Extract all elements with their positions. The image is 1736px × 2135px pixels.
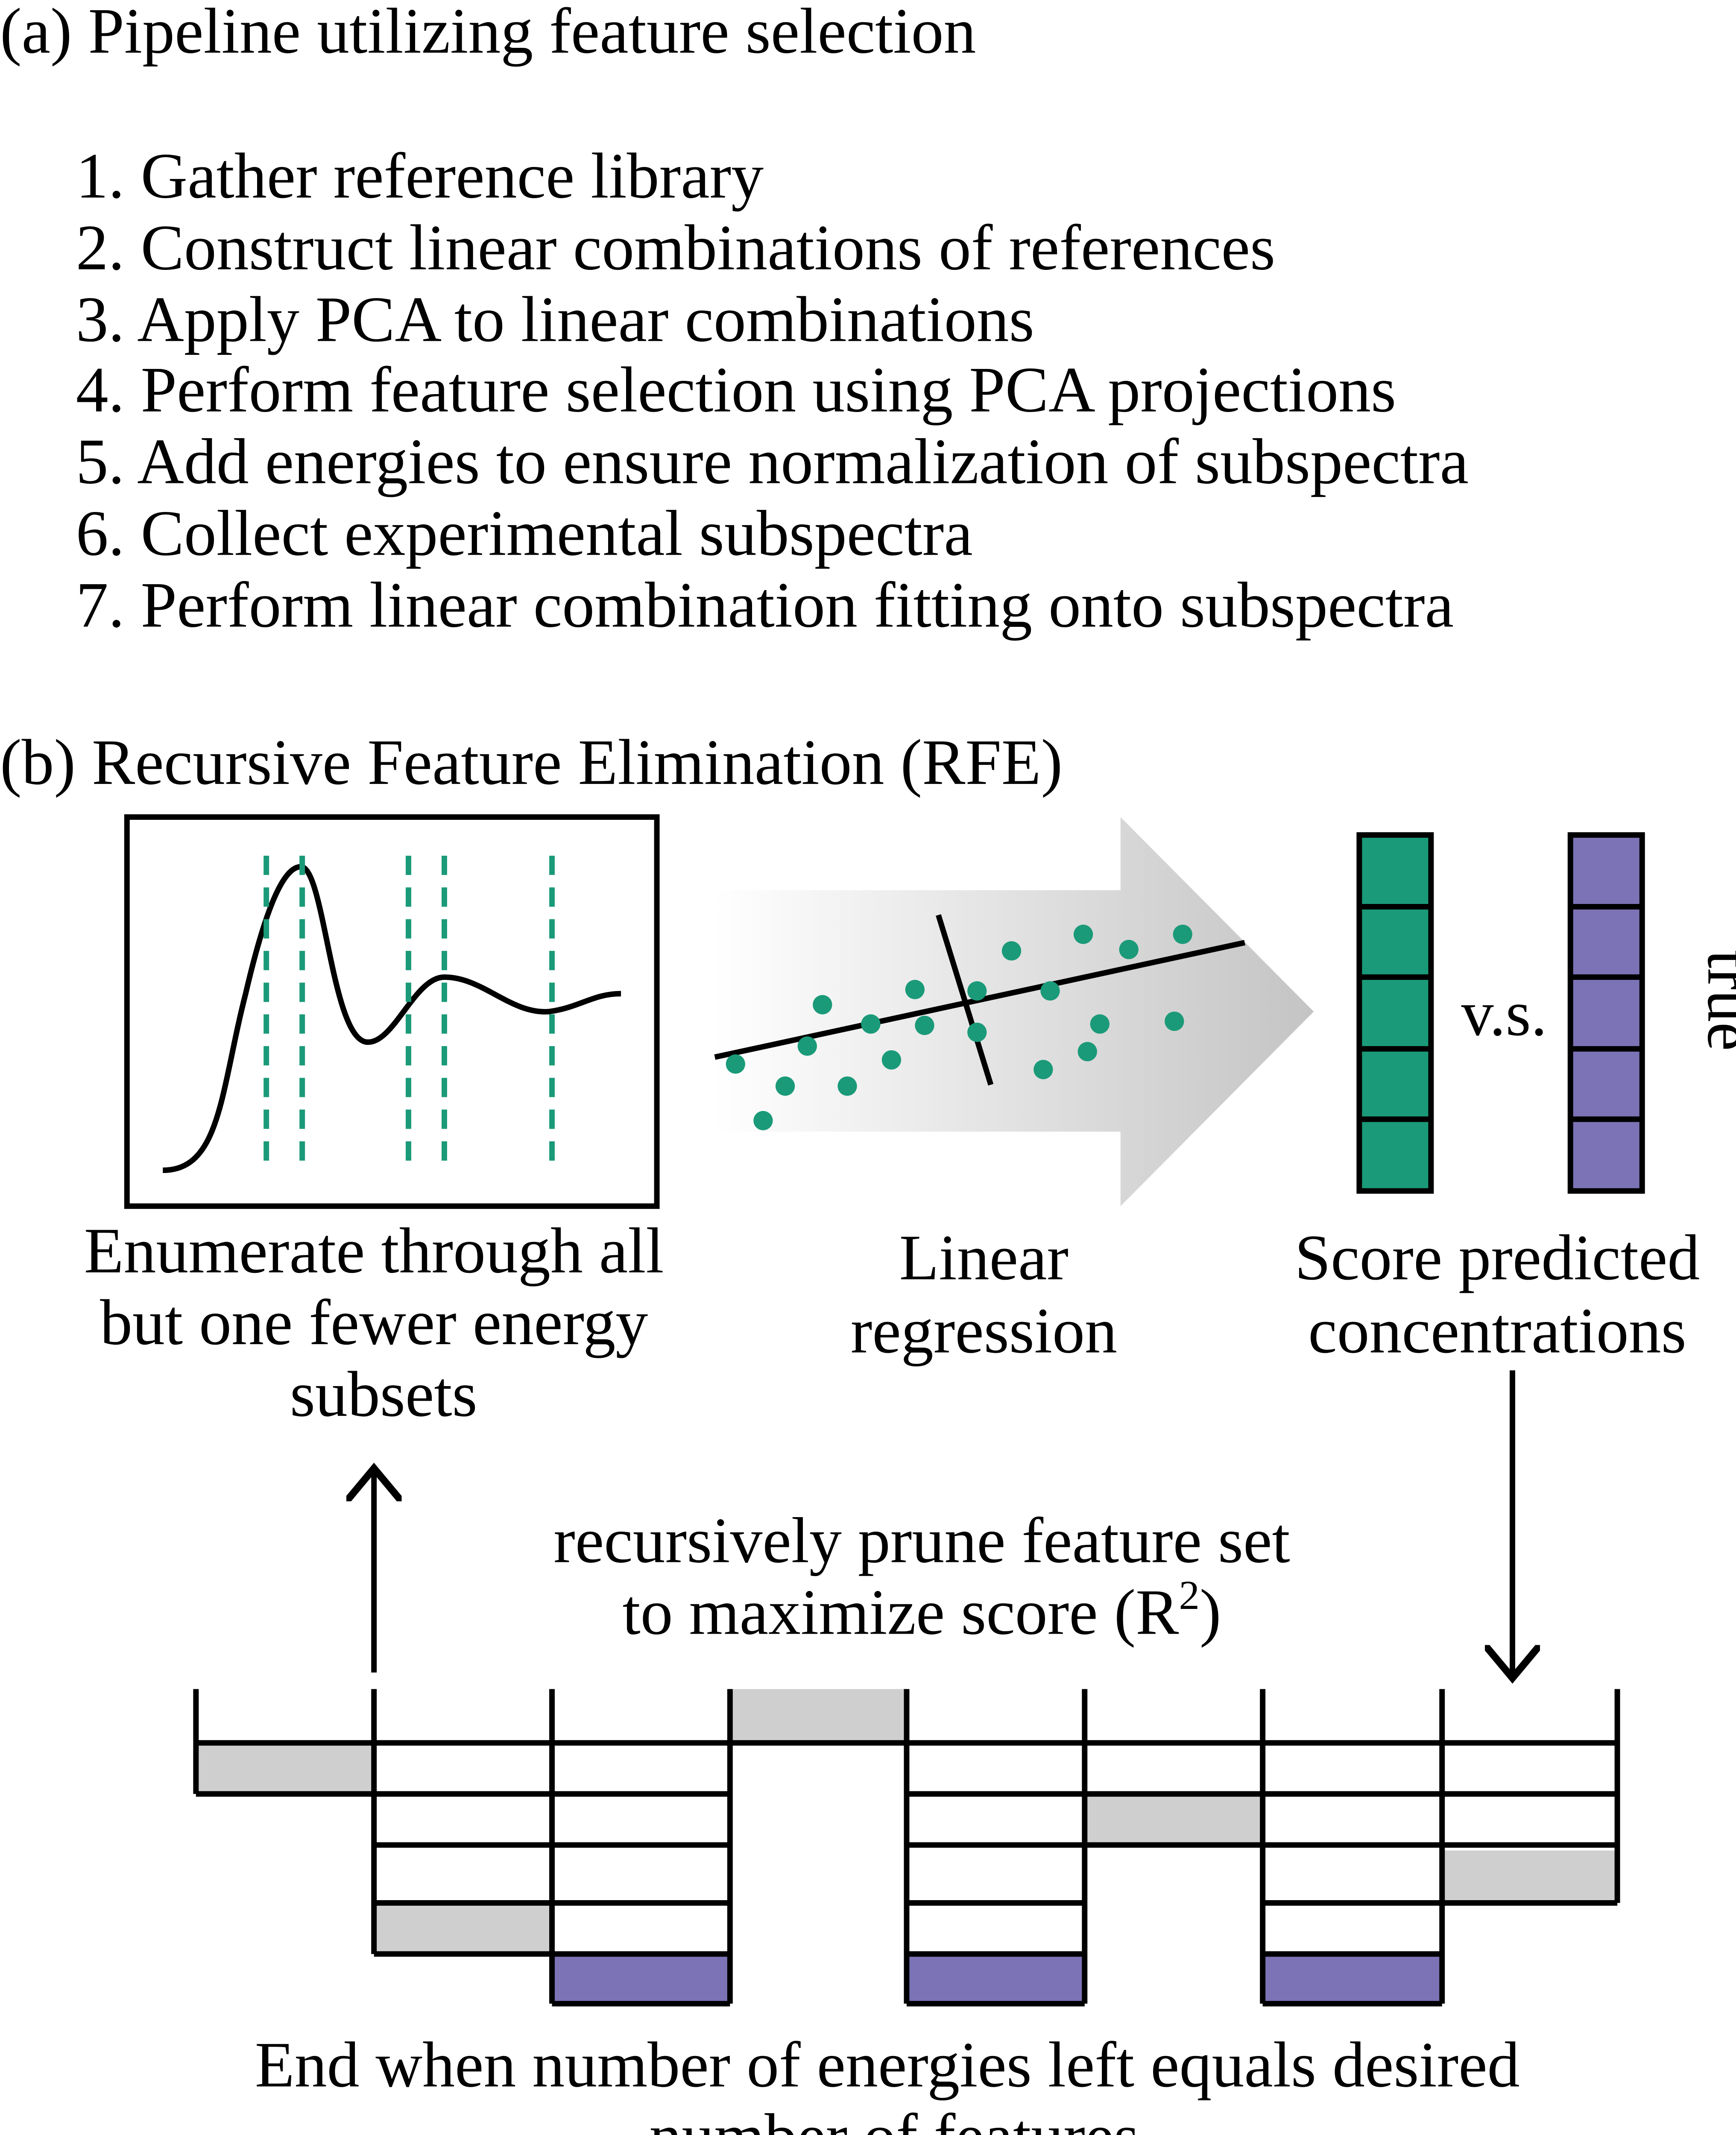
prune-label: recursively prune feature set: [553, 1504, 1290, 1576]
vs-label: v.s.: [1461, 977, 1547, 1049]
step: 3. Apply PCA to linear combinations: [76, 284, 1034, 355]
regression-arrow: [714, 817, 1314, 1206]
true-label: true: [1694, 950, 1736, 1051]
concentration-columns: [1356, 832, 1645, 1194]
superscript: 2: [1179, 1572, 1200, 1618]
enumerate-label: but one fewer energy: [100, 1287, 648, 1358]
enumerate-label: subsets: [290, 1358, 477, 1430]
step: 5. Add energies to ensure normalization …: [76, 425, 1469, 497]
step: 2. Construct linear combinations of refe…: [76, 212, 1275, 284]
regression-label: Linear: [899, 1222, 1069, 1293]
enumerate-label: Enumerate through all: [84, 1215, 664, 1287]
regression-label: regression: [851, 1295, 1117, 1366]
step: 1. Gather reference library: [76, 140, 764, 212]
score-label: Score predicted: [1295, 1222, 1700, 1293]
prune-text-end: ): [1200, 1576, 1221, 1648]
part-a-title: (a) Pipeline utilizing feature selection: [0, 0, 976, 67]
part-b-title: (b) Recursive Feature Elimination (RFE): [0, 726, 1063, 798]
step: 6. Collect experimental subspectra: [76, 497, 973, 569]
end-label: End when number of energies left equals …: [255, 2029, 1520, 2100]
spectrum-panel: [124, 814, 660, 1209]
step: 7. Perform linear combination fitting on…: [76, 569, 1454, 641]
prune-text: to maximize score (R: [622, 1576, 1179, 1648]
score-label: concentrations: [1308, 1295, 1686, 1366]
elimination-grid: [193, 1689, 1620, 2006]
step: 4. Perform feature selection using PCA p…: [76, 354, 1396, 425]
prune-label: to maximize score (R2): [622, 1572, 1221, 1648]
